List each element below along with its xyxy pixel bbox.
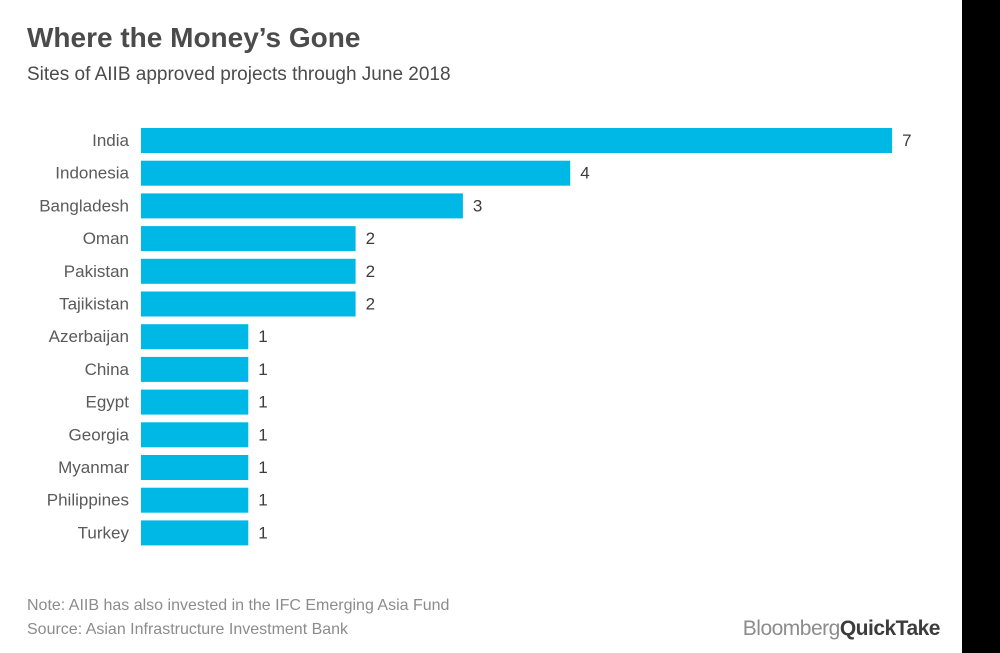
category-label: China [85, 360, 130, 379]
brand-logo-bloomberg: Bloomberg [742, 617, 841, 640]
value-label: 1 [258, 360, 267, 379]
bar-chart: India 7 Indonesia 4 Bangladesh 3 Oman 2 Pakistan… [39, 128, 912, 546]
chart-source: Source: Asian Infrastructure Investment … [27, 621, 349, 638]
category-label: Philippines [47, 491, 129, 510]
category-label: Georgia [69, 425, 130, 444]
value-label: 1 [258, 491, 267, 510]
category-label: Azerbaijan [49, 327, 129, 346]
value-label: 2 [366, 229, 375, 248]
chart-title: Where the Money’s Gone [27, 22, 361, 53]
bar-pakistan [141, 258, 356, 284]
chart-subtitle: Sites of AIIB approved projects through … [27, 64, 451, 85]
value-label: 1 [258, 327, 267, 346]
category-label: Pakistan [64, 262, 129, 281]
bar-myanmar [141, 455, 249, 480]
value-label: 3 [473, 196, 482, 215]
value-label: 1 [258, 458, 267, 477]
brand-logo: BloombergQuickTake [742, 617, 941, 641]
bar-azerbaijan [141, 324, 249, 350]
value-label: 2 [366, 295, 375, 314]
bar-china [141, 356, 249, 382]
category-label: Indonesia [55, 164, 129, 183]
category-label: Egypt [86, 393, 130, 412]
value-label: 1 [258, 393, 267, 412]
bar-bangladesh [141, 193, 463, 219]
bar-oman [141, 226, 356, 252]
chart-note: Note: AIIB has also invested in the IFC … [27, 597, 450, 614]
bar-georgia [141, 422, 249, 448]
category-label: Myanmar [58, 458, 129, 477]
category-label: India [92, 131, 129, 150]
value-label: 1 [258, 425, 267, 444]
value-label: 4 [580, 164, 589, 183]
category-label: Bangladesh [39, 196, 129, 215]
bar-india [141, 128, 893, 153]
category-label: Tajikistan [59, 295, 129, 314]
value-label: 7 [902, 131, 911, 150]
category-label: Turkey [78, 523, 130, 542]
value-label: 2 [366, 262, 375, 281]
category-label: Oman [83, 229, 129, 248]
chart-card: Where the Money’s Gone Sites of AIIB app… [0, 0, 962, 653]
brand-logo-quicktake: QuickTake [839, 617, 941, 640]
bar-tajikistan [141, 291, 356, 317]
bar-philippines [141, 487, 249, 513]
bar-turkey [141, 520, 249, 546]
bar-indonesia [141, 160, 571, 186]
bar-egypt [141, 389, 249, 415]
value-label: 1 [258, 523, 267, 542]
